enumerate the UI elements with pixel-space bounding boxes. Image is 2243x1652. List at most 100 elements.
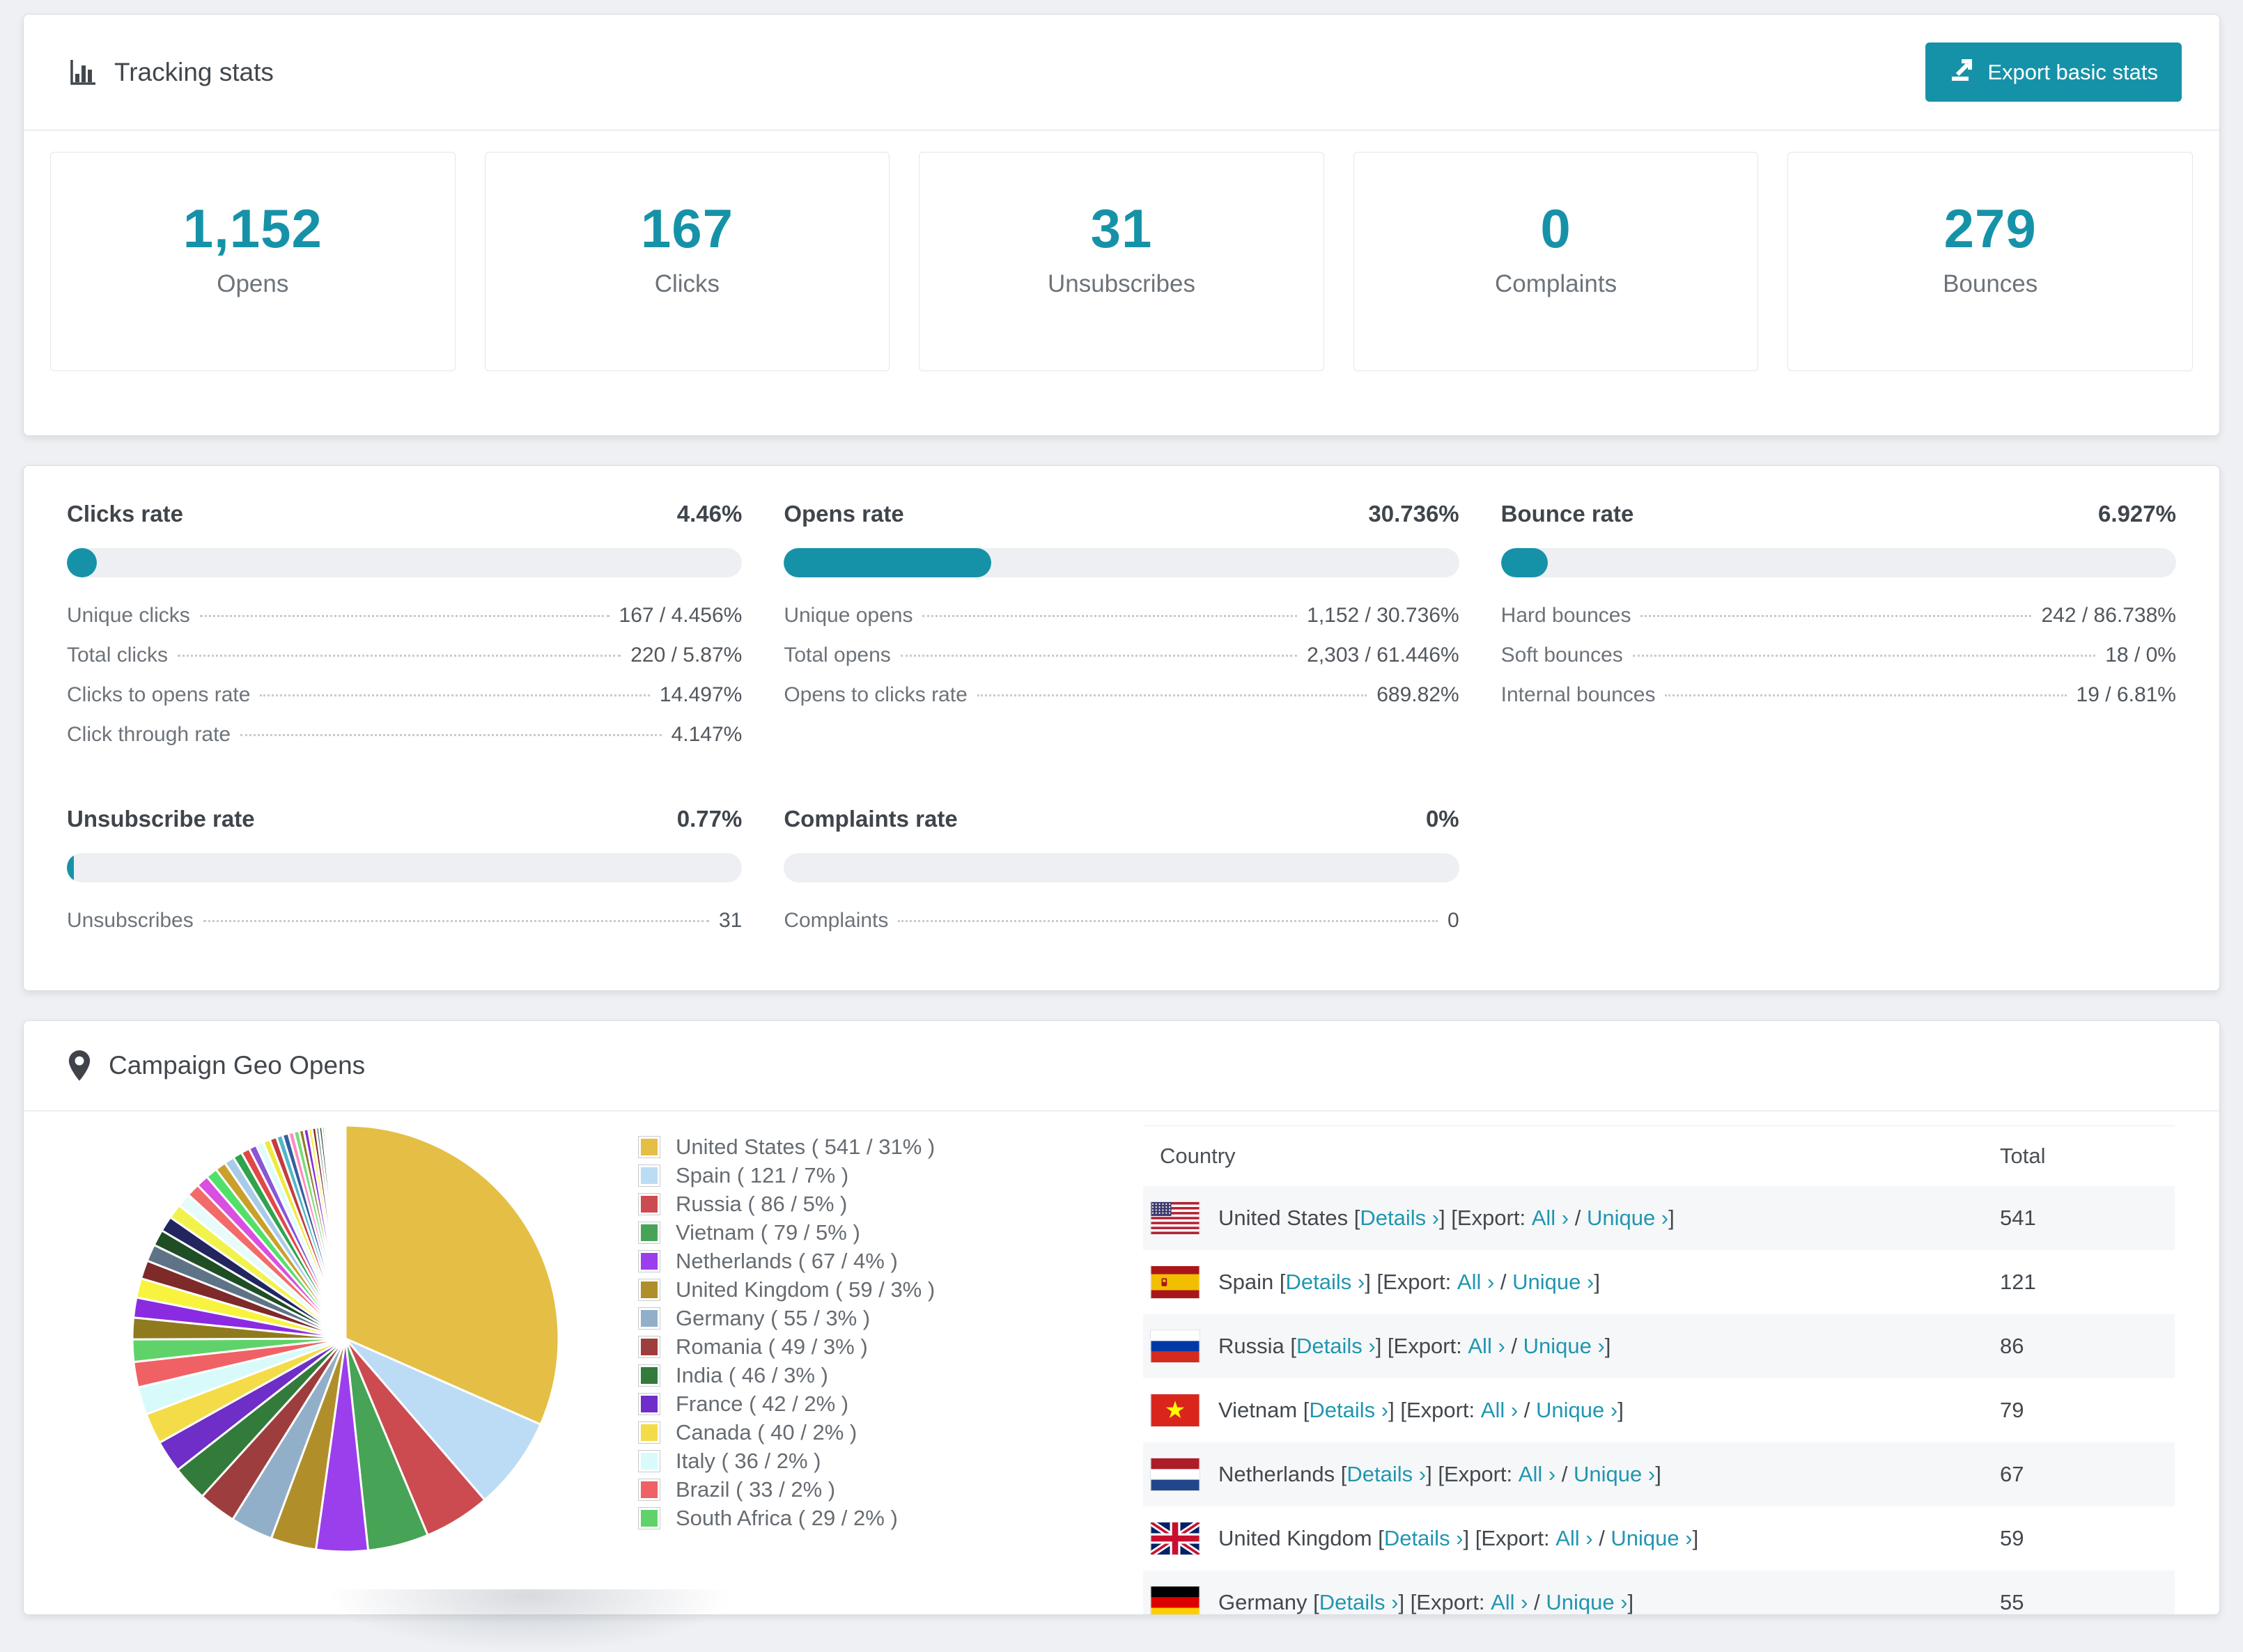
export-unique-link[interactable]: Unique ›: [1611, 1526, 1693, 1550]
export-all-link[interactable]: All ›: [1518, 1462, 1556, 1486]
geo-header: Campaign Geo Opens: [24, 1021, 2219, 1112]
details-link[interactable]: Details ›: [1319, 1590, 1399, 1614]
stat-box-bounces: 279 Bounces: [1787, 152, 2193, 371]
pie-slice: [344, 1124, 560, 1426]
geo-table-row: Russia [Details ›] [Export: All › / Uniq…: [1143, 1314, 2175, 1378]
legend-item: United States ( 541 / 31% ): [638, 1132, 1143, 1161]
vn-flag-icon: [1150, 1394, 1200, 1427]
rate-title: Unsubscribe rate: [67, 806, 255, 832]
nl-flag-icon: [1150, 1458, 1200, 1491]
export-all-link[interactable]: All ›: [1491, 1590, 1528, 1614]
country-cell: Spain [Details ›] [Export: All › / Uniqu…: [1143, 1250, 2000, 1314]
rate-detail-value: 4.147%: [671, 723, 743, 746]
rate-title: Opens rate: [784, 501, 904, 527]
export-all-link[interactable]: All ›: [1555, 1526, 1593, 1550]
dotted-leader: [1632, 655, 2096, 657]
stat-value: 31: [1090, 198, 1153, 259]
dotted-leader: [240, 734, 662, 736]
pie-slice: [344, 1337, 542, 1502]
rate-detail-value: 2,303 / 61.446%: [1307, 644, 1459, 667]
export-all-link[interactable]: All ›: [1531, 1206, 1569, 1230]
rate-detail-label: Complaints: [784, 909, 889, 932]
stat-label: Complaints: [1495, 270, 1617, 297]
legend-swatch: [638, 1364, 660, 1387]
stat-label: Opens: [217, 270, 289, 297]
legend-label: South Africa ( 29 / 2% ): [676, 1505, 898, 1530]
country-cell: Russia [Details ›] [Export: All › / Uniq…: [1143, 1314, 2000, 1378]
export-unique-link[interactable]: Unique ›: [1523, 1334, 1605, 1358]
country-name: Russia: [1218, 1334, 1291, 1358]
rate-detail-row: Internal bounces 19 / 6.81%: [1501, 683, 2176, 723]
legend-swatch: [638, 1335, 660, 1358]
export-unique-link[interactable]: Unique ›: [1536, 1398, 1618, 1422]
country-name: Netherlands: [1218, 1462, 1341, 1486]
details-link[interactable]: Details ›: [1285, 1270, 1365, 1294]
slash-separator: /: [1569, 1206, 1587, 1230]
rate-progress-fill: [1500, 548, 1548, 577]
legend-label: Brazil ( 33 / 2% ): [676, 1476, 836, 1502]
details-link[interactable]: Details ›: [1296, 1334, 1376, 1358]
rate-detail-label: Soft bounces: [1500, 644, 1623, 667]
export-all-link[interactable]: All ›: [1457, 1270, 1495, 1294]
legend-label: Spain ( 121 / 7% ): [676, 1162, 849, 1187]
legend-swatch: [638, 1506, 660, 1529]
column-header-total: Total: [2000, 1144, 2046, 1168]
country-cell: United Kingdom [Details ›] [Export: All …: [1143, 1506, 2000, 1571]
legend-swatch: [638, 1449, 660, 1472]
rate-detail-row: Opens to clicks rate 689.82%: [784, 683, 1459, 723]
us-flag-icon: [1150, 1201, 1200, 1235]
export-unique-link[interactable]: Unique ›: [1586, 1206, 1669, 1230]
export-unique-link[interactable]: Unique ›: [1512, 1270, 1594, 1294]
tracking-stats-header: Tracking stats Export basic stats: [24, 15, 2219, 131]
rate-detail-label: Unique clicks: [67, 604, 190, 627]
map-pin-icon: [67, 1049, 92, 1082]
rate-progress-bar: [784, 548, 1459, 577]
export-all-link[interactable]: All ›: [1480, 1398, 1519, 1422]
rate-title: Clicks rate: [67, 501, 183, 527]
bracket: [: [1353, 1206, 1360, 1230]
stat-value: 0: [1540, 198, 1571, 259]
details-link[interactable]: Details ›: [1360, 1206, 1440, 1230]
gb-flag-icon: [1150, 1522, 1200, 1555]
bracket: [: [1340, 1462, 1347, 1486]
geo-table-header-row: Country Total: [1143, 1126, 2175, 1187]
bracket: [: [1378, 1526, 1384, 1550]
dotted-leader: [1665, 694, 2067, 696]
legend-label: France ( 42 / 2% ): [676, 1391, 849, 1416]
rate-title: Complaints rate: [784, 806, 958, 832]
export-button-label: Export basic stats: [1987, 59, 2158, 84]
bracket: ]: [1594, 1270, 1600, 1294]
rate-progress-fill: [67, 548, 98, 577]
legend-item: Vietnam ( 79 / 5% ): [638, 1218, 1143, 1247]
geo-table-row: United Kingdom [Details ›] [Export: All …: [1143, 1506, 2175, 1571]
export-all-link[interactable]: All ›: [1468, 1334, 1505, 1358]
details-link[interactable]: Details ›: [1383, 1526, 1464, 1550]
total-cell: 59: [2000, 1526, 2024, 1550]
bracket: ]: [1668, 1206, 1675, 1230]
campaign-overview-page: { "accent_color": "#1692A8", "link_color…: [0, 14, 2243, 1652]
rate-detail-label: Clicks to opens rate: [67, 683, 251, 706]
legend-label: Vietnam ( 79 / 5% ): [676, 1219, 860, 1245]
rate-detail-row: Click through rate 4.147%: [67, 723, 742, 763]
rate-detail-row: Total clicks 220 / 5.87%: [67, 644, 742, 683]
export-prefix: ] [Export:: [1463, 1526, 1556, 1550]
legend-item: Russia ( 86 / 5% ): [638, 1190, 1143, 1218]
export-unique-link[interactable]: Unique ›: [1574, 1462, 1656, 1486]
bracket: [: [1303, 1398, 1310, 1422]
export-unique-link[interactable]: Unique ›: [1546, 1590, 1628, 1614]
legend-item: United Kingdom ( 59 / 3% ): [638, 1275, 1143, 1304]
bracket: ]: [1627, 1590, 1634, 1614]
export-basic-stats-button[interactable]: Export basic stats: [1925, 42, 2182, 102]
bar-chart-icon: [67, 57, 98, 88]
legend-item: Romania ( 49 / 3% ): [638, 1332, 1143, 1361]
rate-value: 6.927%: [2098, 501, 2176, 527]
rate-detail-label: Total clicks: [67, 644, 169, 667]
legend-swatch: [638, 1307, 660, 1330]
pie-slice: [343, 1124, 347, 1340]
details-link[interactable]: Details ›: [1309, 1398, 1389, 1422]
legend-item: Brazil ( 33 / 2% ): [638, 1475, 1143, 1504]
details-link[interactable]: Details ›: [1346, 1462, 1427, 1486]
stat-value: 1,152: [183, 198, 323, 259]
stat-value: 167: [640, 198, 734, 259]
rate-block-clicks: Clicks rate 4.46% Unique clicks 167 / 4.456…: [67, 501, 743, 763]
